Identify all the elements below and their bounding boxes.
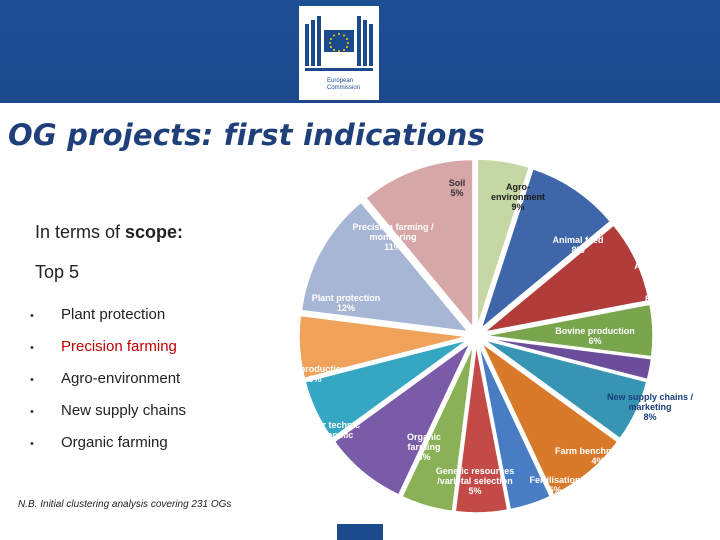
bullet-text: Agro-environment [61,370,181,387]
slide-title: OG projects: first indications [8,118,485,152]
bullet-icon: • [30,406,34,418]
scope-word: scope: [125,222,184,242]
pie-slice [484,303,654,358]
bullet-icon: • [30,438,34,450]
slice-label: Genetic resources/varietal selection 5% [436,466,515,496]
slice-label: Agro-environment 9% [491,182,545,212]
slice-label: New supply chains / marketing 8% [607,392,694,422]
scope-line: In terms of scope: [35,222,183,243]
scope-prefix: In terms of [35,222,126,242]
slice-label: Bioenergy 2% [645,294,689,314]
slice-label: Bovine production 6% [555,326,635,346]
slice-label: Animal feed 8% [552,235,603,255]
bullet-text: New supply chains [61,402,187,419]
slice-label: Farm benchmarking 4% [555,446,641,466]
slice-label: Fertilisation 5% [529,475,580,495]
bullet-text: Precision farming [61,338,177,355]
bullet-text: Plant protection [61,306,166,323]
pie-slice [400,344,475,513]
header-band: European Commission [0,0,720,103]
slice-label: Soil 5% [449,178,466,198]
footnote: N.B. Initial clustering analysis coverin… [18,499,232,510]
european-commission-logo: European Commission [299,6,379,100]
logo-line-2: Commission [327,85,361,91]
pie-slice [364,158,474,330]
pie-slice [298,314,468,380]
pie-slice [304,339,469,440]
slice-label: Other technic/economic 6% [302,420,360,450]
slice-label: Organic farming 8% [407,432,441,462]
pie-slice [478,344,552,511]
slice-label: Precision farming / monitoring 11% [352,222,434,252]
pie-slice [476,158,531,328]
pie-slice [479,167,612,331]
slice-label: Animal welfare 5% [634,261,698,281]
pie-slice [484,336,653,381]
logo-text: European Commission [327,78,360,92]
pie-slice [333,342,471,496]
logo-line-1: European [327,78,354,84]
pie-slice [481,342,619,496]
slice-label: Plant protection 12% [312,293,381,313]
pie-labels: Soil 5% Agro-environment 9% Animal feed 8% Ani… [283,178,698,496]
pie-slice [483,224,651,333]
top5-heading: Top 5 [35,262,80,282]
bullet-text: Organic farming [61,434,168,451]
commission-building-icon [305,16,373,71]
pie-slice [483,339,648,440]
slice-label: Pig production 6% [283,364,347,384]
pie-slice [454,344,509,514]
bullet-icon: • [30,374,34,386]
pie-slice [300,201,470,333]
footer-bar [337,524,383,540]
bullet-icon: • [30,310,34,322]
pie-slices [298,158,654,514]
bullet-icon: • [30,342,34,354]
